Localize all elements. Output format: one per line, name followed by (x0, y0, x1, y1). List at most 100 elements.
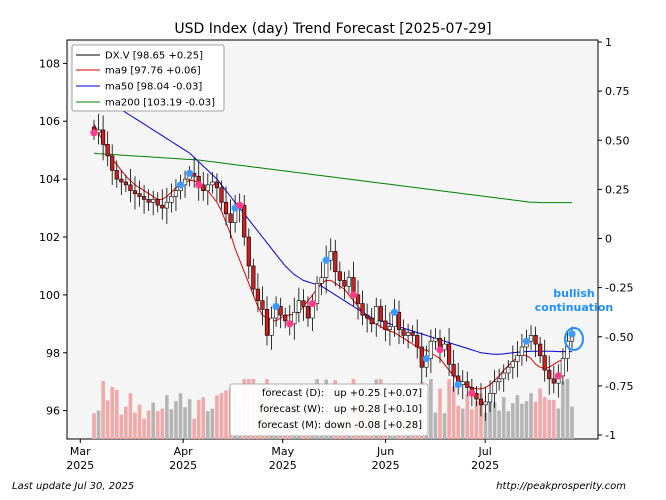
candle-body (547, 369, 552, 380)
chart-title: USD Index (day) Trend Forecast [2025-07-… (174, 21, 491, 37)
candle-body (182, 178, 188, 186)
candle-body (260, 300, 265, 310)
candle-body (333, 251, 338, 273)
y-tick-label: 96 (46, 405, 60, 418)
candle-body (492, 381, 497, 394)
volume-bar (160, 408, 165, 439)
volume-bar (533, 401, 538, 439)
candle-body (415, 335, 420, 348)
y-tick-label: 102 (39, 231, 60, 244)
axes: 96 98 100 102 104 106 108 1 0.75 0.50 0.25 0 -0.25 -0… (39, 36, 633, 472)
volume-bar (460, 408, 465, 439)
candle-body (497, 378, 502, 382)
right-tick-label: -0.50 (605, 331, 633, 344)
candle-body (219, 187, 224, 203)
candle-body (474, 392, 479, 400)
candle-body (132, 190, 138, 194)
forecast-box: forecast (D): up +0.25 [+0.07] forecast … (229, 383, 429, 437)
volume-bar (146, 410, 151, 439)
volume-bar (442, 413, 447, 439)
candle-body (151, 199, 156, 203)
volume-bar (429, 379, 433, 439)
candle-body (105, 144, 110, 157)
annotation-circle (564, 327, 584, 351)
volume-bar (92, 413, 96, 439)
candle-body (246, 236, 251, 267)
candle-body (110, 155, 115, 171)
signal-markers (90, 129, 576, 397)
candle-body (410, 332, 415, 336)
candle-body (319, 277, 324, 284)
candle-body (446, 343, 452, 365)
volume-bar (561, 381, 565, 439)
legend-entry-ma9: ma9 [97.76 +0.06] (105, 66, 201, 77)
candle-body (483, 401, 488, 406)
volume-bar (192, 418, 196, 439)
legend: DX.V [98.65 +0.25] ma9 [97.76 +0.06] ma5… (71, 44, 225, 112)
y-tick-label: 108 (39, 57, 60, 70)
volume-bar (511, 403, 515, 439)
candle-body (346, 277, 352, 287)
volume-bar (492, 402, 497, 439)
candle-body (342, 280, 347, 287)
candle-body (478, 398, 484, 406)
candle-body (214, 181, 220, 189)
volume-bar (570, 406, 574, 439)
signal-marker (422, 354, 430, 363)
candle-body (401, 329, 406, 336)
volume-bar (96, 410, 101, 439)
signal-marker (186, 169, 194, 177)
y-tick-label: 106 (39, 115, 60, 128)
candle-body (433, 337, 438, 342)
candle-body (365, 314, 370, 319)
candle-body (223, 201, 229, 215)
candle-body (369, 317, 374, 325)
volume-bar (520, 403, 524, 439)
volume-bar (124, 406, 128, 439)
volume-bar (174, 401, 178, 439)
signal-marker (90, 129, 98, 137)
candle-body (269, 317, 274, 336)
volume-bar (201, 397, 206, 439)
right-tick-label: -0.25 (605, 282, 633, 295)
candle-body (128, 184, 133, 191)
candle-body (314, 283, 320, 304)
candle-body (378, 306, 383, 322)
volume-bar (565, 379, 570, 439)
candle-body (201, 184, 206, 191)
ma50-line (93, 91, 572, 355)
candle-body (210, 181, 215, 186)
candle-body (510, 361, 515, 368)
candle-body (396, 311, 402, 330)
volume-bar (224, 390, 228, 439)
candle-body (355, 294, 361, 304)
candle-body (264, 309, 270, 336)
x-tick-month: Mar (70, 445, 91, 458)
source-url: http://peakprosperity.com (496, 481, 626, 492)
x-tick-month: Jun (376, 445, 394, 458)
volume-bar (433, 412, 438, 439)
candle-body (506, 366, 511, 374)
right-tick-label: 0 (605, 233, 612, 246)
annotation-line2: continuation (535, 301, 613, 314)
candle-body (114, 170, 119, 180)
y-tick-label: 104 (39, 173, 60, 186)
candle-body (242, 204, 247, 238)
signal-marker (272, 302, 280, 311)
volume-bar (488, 393, 492, 439)
signal-marker (236, 201, 244, 209)
volume-bar (524, 401, 529, 439)
candle-body (519, 346, 525, 356)
volume-bar (556, 408, 561, 439)
candle-body (255, 288, 260, 301)
forecast-monthly: forecast (M): down -0.08 [+0.28] (258, 420, 422, 431)
signal-marker (349, 291, 358, 299)
volume-bar (551, 399, 556, 439)
volume-bar (114, 389, 119, 439)
x-tick-year: 2025 (66, 459, 94, 472)
volume-bar (483, 412, 488, 439)
signal-marker (195, 181, 203, 189)
candle-body (337, 271, 342, 281)
candle-body (465, 381, 470, 388)
right-tick-label: 0.50 (605, 134, 630, 147)
